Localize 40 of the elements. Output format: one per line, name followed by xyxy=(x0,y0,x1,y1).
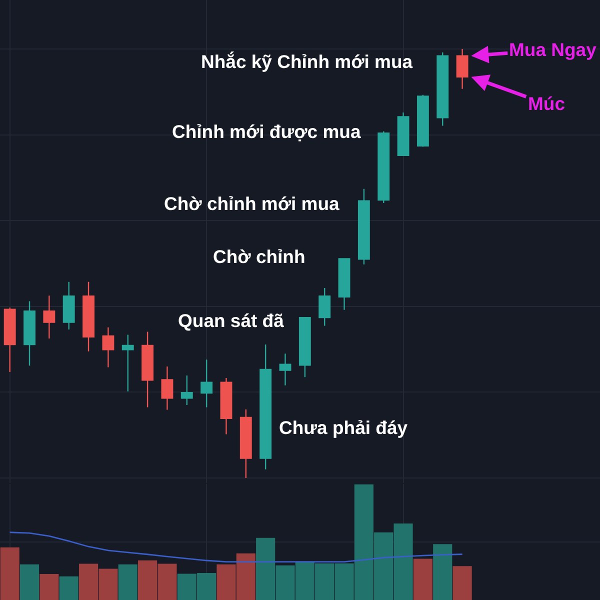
candlestick xyxy=(260,344,272,470)
candlestick xyxy=(122,334,134,392)
candlestick xyxy=(318,287,331,326)
candlestick xyxy=(456,48,468,90)
candlestick xyxy=(279,352,292,386)
text: Mua Ngay xyxy=(509,39,598,60)
candlestick xyxy=(220,377,232,435)
candlestick xyxy=(416,94,429,148)
candlestick xyxy=(82,281,94,352)
candlestick xyxy=(200,358,213,408)
annotation: Chờ chỉnh xyxy=(213,246,306,267)
candlestick xyxy=(397,112,410,156)
candlestick xyxy=(161,366,174,410)
candlestick xyxy=(378,130,390,204)
candlestick xyxy=(240,408,252,479)
bar xyxy=(59,576,78,600)
candlestick xyxy=(62,281,75,330)
text: Múc xyxy=(528,93,565,114)
bar xyxy=(413,558,432,600)
candlestick xyxy=(436,52,449,126)
candlestick xyxy=(24,300,36,366)
bar xyxy=(452,566,472,600)
candlestick xyxy=(358,188,370,265)
bar xyxy=(433,544,452,600)
candlestick xyxy=(338,258,350,310)
candlestick xyxy=(298,316,311,378)
candlestick xyxy=(142,331,154,408)
annotation: Nhắc kỹ Chỉnh mới mua xyxy=(201,51,414,72)
bar xyxy=(118,564,138,600)
candlestick xyxy=(180,374,193,406)
candlestick xyxy=(43,295,56,340)
annotation: Quan sát đã xyxy=(178,310,285,331)
annotation: Chưa phải đáy xyxy=(279,417,408,438)
candlestick xyxy=(102,326,114,368)
annotation: Chờ chỉnh mới mua xyxy=(164,193,340,214)
bar xyxy=(40,574,59,600)
annotation: Chỉnh mới được mua xyxy=(172,121,362,142)
bar xyxy=(20,564,40,600)
bar xyxy=(0,547,20,600)
candlestick xyxy=(4,307,16,373)
